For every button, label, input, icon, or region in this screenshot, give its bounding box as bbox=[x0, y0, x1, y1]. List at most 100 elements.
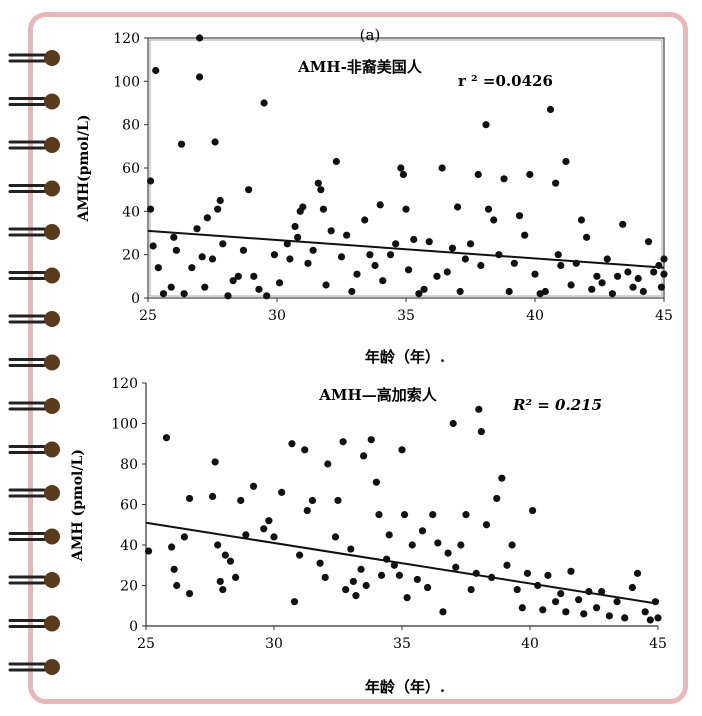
x-tick-label: 45 bbox=[655, 308, 673, 324]
data-point bbox=[367, 436, 375, 444]
x-tick-label: 25 bbox=[137, 636, 155, 652]
data-point bbox=[332, 157, 340, 166]
data-point bbox=[557, 590, 565, 598]
data-point bbox=[418, 527, 427, 535]
data-point bbox=[660, 270, 668, 278]
data-point bbox=[185, 590, 194, 598]
data-point bbox=[457, 541, 465, 549]
data-point bbox=[588, 285, 596, 293]
data-point bbox=[299, 203, 307, 211]
data-point bbox=[462, 511, 470, 519]
data-point bbox=[454, 203, 462, 211]
data-point bbox=[541, 287, 549, 296]
data-point bbox=[203, 214, 211, 222]
data-point bbox=[188, 264, 196, 272]
data-point bbox=[334, 496, 342, 505]
data-point bbox=[290, 598, 299, 606]
data-point bbox=[654, 614, 662, 622]
data-point bbox=[410, 235, 418, 244]
data-point bbox=[466, 240, 475, 248]
data-point bbox=[598, 587, 606, 596]
data-point bbox=[528, 506, 537, 515]
x-tick-label: 35 bbox=[397, 308, 415, 324]
data-point bbox=[167, 283, 175, 291]
data-point bbox=[513, 585, 521, 594]
data-point bbox=[650, 268, 658, 276]
data-point bbox=[477, 428, 485, 436]
data-point bbox=[196, 34, 204, 42]
data-point bbox=[146, 205, 155, 213]
data-point bbox=[390, 561, 398, 569]
data-point bbox=[593, 272, 601, 280]
data-point bbox=[291, 222, 299, 231]
data-point bbox=[592, 604, 601, 612]
y-tick-label: 0 bbox=[129, 619, 138, 635]
data-point bbox=[270, 533, 278, 541]
data-point bbox=[316, 559, 324, 567]
data-point bbox=[621, 614, 629, 622]
data-point bbox=[249, 482, 258, 490]
data-point bbox=[185, 494, 194, 503]
data-point bbox=[386, 251, 395, 259]
data-point bbox=[641, 608, 649, 616]
data-point bbox=[580, 610, 588, 618]
data-point bbox=[444, 549, 452, 557]
data-point bbox=[518, 604, 526, 612]
data-point bbox=[498, 474, 506, 482]
data-point bbox=[482, 121, 490, 129]
data-point bbox=[304, 259, 312, 267]
data-point bbox=[360, 452, 368, 460]
x-axis-label: 年龄（年）. bbox=[365, 678, 445, 696]
data-point bbox=[172, 246, 180, 254]
data-point bbox=[286, 255, 294, 263]
data-point bbox=[221, 551, 229, 559]
data-point bbox=[608, 290, 617, 298]
data-point bbox=[309, 246, 317, 254]
data-point bbox=[598, 279, 606, 287]
data-point bbox=[456, 287, 464, 296]
data-point bbox=[234, 272, 242, 280]
data-point bbox=[219, 240, 227, 248]
data-point bbox=[196, 73, 204, 81]
data-point bbox=[633, 569, 642, 577]
data-point bbox=[353, 270, 361, 278]
data-point bbox=[303, 506, 311, 515]
data-point bbox=[321, 573, 329, 582]
data-point bbox=[552, 179, 560, 187]
data-point bbox=[208, 255, 217, 263]
y-axis-label: AMH (pmol/L) bbox=[70, 449, 86, 562]
data-point bbox=[392, 240, 400, 248]
data-point bbox=[413, 575, 421, 584]
y-tick-label: 100 bbox=[113, 74, 140, 90]
data-point bbox=[375, 511, 383, 519]
data-point bbox=[408, 541, 416, 549]
data-point bbox=[424, 583, 432, 592]
data-point bbox=[214, 205, 222, 213]
y-tick-label: 40 bbox=[122, 204, 140, 220]
y-tick-label: 120 bbox=[113, 31, 140, 47]
data-point bbox=[377, 571, 386, 579]
data-point bbox=[376, 201, 384, 209]
data-point bbox=[296, 551, 304, 559]
data-point bbox=[482, 521, 491, 529]
y-tick-label: 0 bbox=[131, 291, 140, 307]
data-point bbox=[366, 251, 374, 259]
y-tick-label: 20 bbox=[122, 248, 140, 264]
data-point bbox=[439, 608, 447, 616]
data-point bbox=[567, 567, 575, 575]
data-point bbox=[237, 496, 245, 505]
data-point bbox=[170, 565, 178, 573]
data-point bbox=[521, 231, 529, 239]
data-point bbox=[438, 164, 446, 172]
data-point bbox=[162, 434, 171, 442]
data-point bbox=[308, 496, 316, 505]
data-point bbox=[245, 186, 253, 194]
data-point bbox=[283, 240, 291, 248]
r-squared-label: r ² =0.0426 bbox=[458, 72, 553, 90]
data-point bbox=[216, 196, 224, 205]
data-point bbox=[539, 606, 547, 614]
data-point bbox=[146, 177, 155, 185]
x-tick-label: 35 bbox=[393, 636, 411, 652]
data-point bbox=[226, 557, 235, 565]
